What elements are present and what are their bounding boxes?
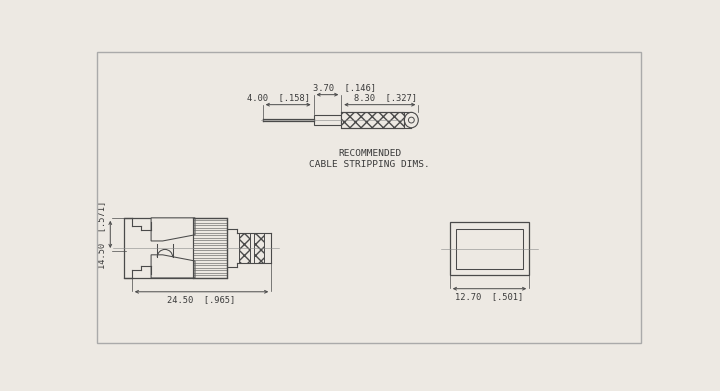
Bar xyxy=(341,112,405,128)
Bar xyxy=(314,115,341,125)
Text: 4.00  [.158]: 4.00 [.158] xyxy=(248,93,310,102)
Bar xyxy=(456,229,523,269)
Ellipse shape xyxy=(408,117,414,123)
Bar xyxy=(124,218,227,278)
Bar xyxy=(239,233,250,262)
Bar xyxy=(253,233,264,262)
Text: RECOMMENDED
CABLE STRIPPING DIMS.: RECOMMENDED CABLE STRIPPING DIMS. xyxy=(310,149,430,169)
Polygon shape xyxy=(151,255,195,278)
Text: 3.70  [.146]: 3.70 [.146] xyxy=(313,83,376,92)
Polygon shape xyxy=(151,218,195,241)
Bar xyxy=(450,222,529,275)
Text: 14.50  [.571]: 14.50 [.571] xyxy=(97,200,107,269)
Ellipse shape xyxy=(405,112,418,128)
Text: 24.50  [.965]: 24.50 [.965] xyxy=(167,295,235,304)
Text: 8.30  [.327]: 8.30 [.327] xyxy=(354,93,418,102)
Text: 12.70  [.501]: 12.70 [.501] xyxy=(455,292,523,301)
